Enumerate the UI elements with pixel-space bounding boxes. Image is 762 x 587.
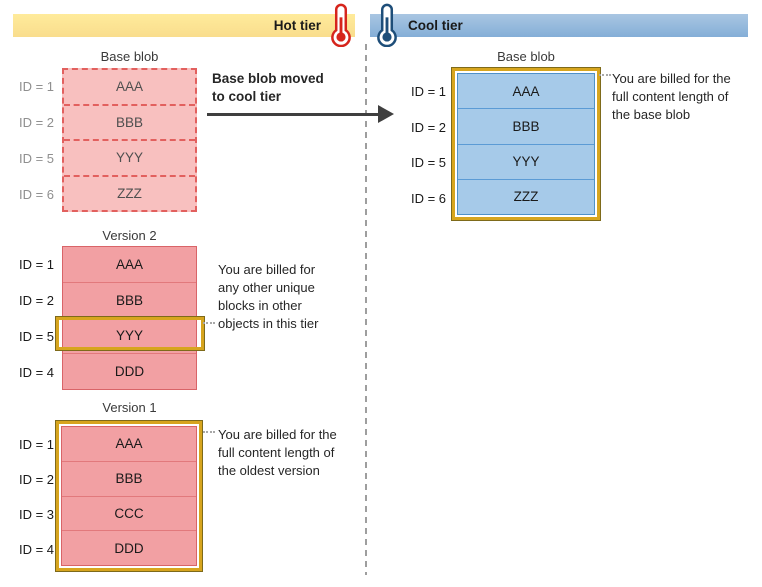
row-id-label: ID = 2 — [410, 119, 446, 135]
block-cell: AAA — [115, 79, 143, 95]
block-cell: ZZZ — [458, 178, 594, 214]
row-id-label: ID = 2 — [18, 292, 54, 308]
block-cell: BBB — [64, 103, 195, 140]
row-id-label: ID = 5 — [410, 155, 446, 171]
row-id-label: ID = 2 — [18, 114, 54, 130]
hot-base-blob-id-labels: ID = 1 ID = 2 ID = 5 ID = 6 — [8, 68, 54, 212]
thermometer-hot-icon — [331, 3, 351, 47]
block-cell: DDD — [62, 530, 196, 565]
cool-tier-label: Cool tier — [408, 18, 463, 33]
version2-annotation: You are billed for any other unique bloc… — [218, 262, 319, 331]
block-cell: DDD — [63, 353, 196, 389]
annotation-connector-dots — [599, 74, 611, 76]
transition-arrow-line — [207, 113, 381, 116]
row-id-label: ID = 6 — [410, 190, 446, 206]
billing-highlight-box-version1: AAA BBB CCC DDD — [55, 420, 203, 572]
row-id-label: ID = 1 — [18, 256, 54, 272]
hot-base-blob-table: AAA BBB YYY ZZZ — [62, 68, 197, 212]
billing-highlight-box-cool-base-blob: AAA BBB YYY ZZZ — [451, 67, 601, 221]
version1-id-labels: ID = 1 ID = 2 ID = 3 ID = 4 — [8, 427, 54, 567]
row-id-label: ID = 5 — [18, 150, 54, 166]
cool-base-blob-title: Base blob — [497, 49, 555, 64]
block-cell: BBB — [63, 281, 196, 318]
row-id-label: ID = 6 — [18, 186, 54, 202]
block-cell: AAA — [512, 83, 540, 99]
version2-title: Version 2 — [102, 228, 157, 243]
row-id-label: ID = 1 — [18, 437, 54, 452]
row-id-label: ID = 1 — [410, 84, 446, 100]
block-cell: YYY — [64, 139, 195, 175]
block-cell: ZZZ — [64, 174, 195, 211]
block-cell: AAA — [115, 256, 143, 272]
row-id-label: ID = 2 — [18, 472, 54, 487]
block-cell: BBB — [458, 108, 594, 143]
version1-table: AAA BBB CCC DDD — [61, 426, 197, 566]
version1-title: Version 1 — [102, 400, 157, 415]
cool-tier-bar: Cool tier — [370, 14, 748, 37]
cool-base-blob-id-labels: ID = 1 ID = 2 ID = 5 ID = 6 — [398, 74, 446, 216]
block-cell: YYY — [63, 317, 196, 354]
annotation-connector-dots — [203, 431, 215, 433]
block-cell: CCC — [62, 495, 196, 531]
cool-base-blob-table: AAA BBB YYY ZZZ — [457, 73, 595, 215]
block-cell: YYY — [458, 143, 594, 179]
version2-table: AAA BBB YYY DDD — [62, 246, 197, 390]
block-cell: AAA — [115, 436, 143, 452]
version2-id-labels: ID = 1 ID = 2 ID = 5 ID = 4 — [8, 246, 54, 390]
row-id-label: ID = 3 — [18, 507, 54, 522]
hot-base-blob-title: Base blob — [100, 49, 159, 64]
version1-annotation: You are billed for the full content leng… — [218, 427, 337, 478]
tier-separator-line — [365, 44, 367, 575]
thermometer-cool-icon — [377, 3, 397, 47]
block-cell: BBB — [62, 460, 196, 496]
hot-tier-bar: Hot tier — [13, 14, 355, 37]
annotation-connector-dots — [203, 322, 215, 324]
row-id-label: ID = 1 — [18, 78, 54, 94]
row-id-label: ID = 4 — [18, 542, 54, 557]
row-id-label: ID = 5 — [18, 328, 54, 344]
transition-arrow-head — [378, 105, 394, 123]
hot-tier-label: Hot tier — [273, 18, 321, 33]
cool-base-blob-annotation: You are billed for the full content leng… — [612, 71, 731, 122]
row-id-label: ID = 4 — [18, 364, 54, 380]
transition-label: Base blob moved to cool tier — [212, 71, 324, 104]
